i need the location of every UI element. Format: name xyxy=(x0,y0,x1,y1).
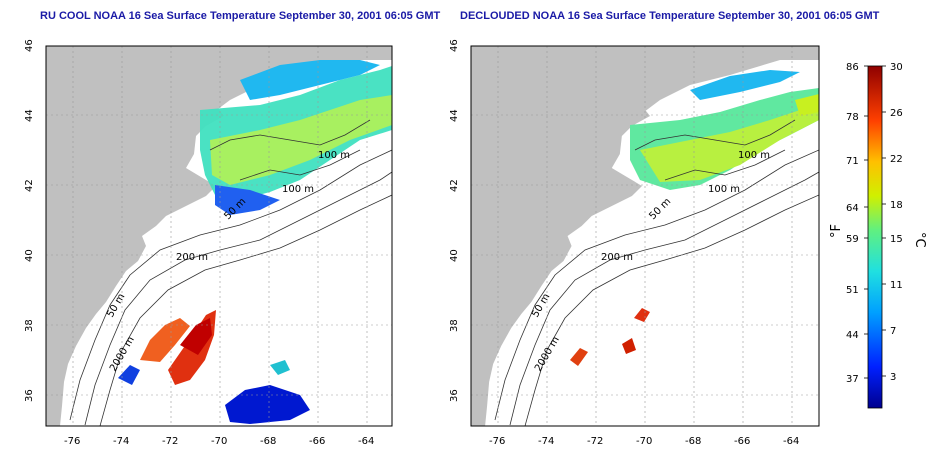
contour-label: 200 m xyxy=(601,252,633,263)
colorbar-gradient xyxy=(867,65,883,409)
lat-tick: 46 xyxy=(449,39,460,52)
lat-tick: 36 xyxy=(24,389,35,402)
celsius-tick: 30 xyxy=(890,62,903,73)
lon-tick: -68 xyxy=(685,436,701,447)
contour-label: 100 m xyxy=(282,184,314,195)
fahrenheit-tick: 44 xyxy=(846,330,859,341)
lon-tick: -70 xyxy=(636,436,652,447)
fahrenheit-tick: 51 xyxy=(846,285,859,296)
celsius-tick: 7 xyxy=(890,326,896,337)
fahrenheit-unit-label: °F xyxy=(829,224,844,238)
lat-tick: 42 xyxy=(449,179,460,192)
lon-tick: -66 xyxy=(734,436,750,447)
lon-tick: -70 xyxy=(211,436,227,447)
lat-tick: 38 xyxy=(24,319,35,332)
celsius-tick: 11 xyxy=(890,280,903,291)
lon-tick: -74 xyxy=(113,436,129,447)
lat-tick: 46 xyxy=(24,39,35,52)
fahrenheit-tick: 59 xyxy=(846,234,859,245)
contour-label: 200 m xyxy=(176,252,208,263)
celsius-tick: 3 xyxy=(890,372,896,383)
celsius-tick: 15 xyxy=(890,234,903,245)
lon-tick: -68 xyxy=(260,436,276,447)
lon-tick: -74 xyxy=(538,436,554,447)
left-lon-axis: -76 -74 -72 -70 -68 -66 -64 xyxy=(64,436,374,447)
fahrenheit-tick: 86 xyxy=(846,62,859,73)
lat-tick: 40 xyxy=(449,249,460,262)
lat-tick: 36 xyxy=(449,389,460,402)
fahrenheit-tick: 78 xyxy=(846,112,859,123)
lat-tick: 38 xyxy=(449,319,460,332)
celsius-tick: 18 xyxy=(890,200,903,211)
lat-tick: 44 xyxy=(449,109,460,122)
left-map: 50 m 100 m 100 m 200 m 50 m 2000 m -76 -… xyxy=(24,39,393,447)
fahrenheit-tick: 37 xyxy=(846,374,859,385)
lon-tick: -72 xyxy=(587,436,603,447)
right-map-title: DECLOUDED NOAA 16 Sea Surface Temperatur… xyxy=(460,10,880,22)
lon-tick: -76 xyxy=(489,436,505,447)
right-lon-axis: -76 -74 -72 -70 -68 -66 -64 xyxy=(489,436,799,447)
right-lat-axis: 46 44 42 40 38 36 xyxy=(449,39,460,402)
fahrenheit-tick: 64 xyxy=(846,203,859,214)
lon-tick: -66 xyxy=(309,436,325,447)
lon-tick: -72 xyxy=(162,436,178,447)
left-map-title: RU COOL NOAA 16 Sea Surface Temperature … xyxy=(40,10,441,22)
celsius-tick: 22 xyxy=(890,154,903,165)
right-map: 50 m 100 m 100 m 200 m 50 m 2000 m -76 -… xyxy=(449,39,820,447)
lat-tick: 42 xyxy=(24,179,35,192)
lon-tick: -64 xyxy=(783,436,799,447)
fahrenheit-tick: 71 xyxy=(846,156,859,167)
celsius-tick: 26 xyxy=(890,108,903,119)
left-lat-axis: 46 44 42 40 38 36 xyxy=(24,39,35,402)
celsius-unit-label: °C xyxy=(912,232,927,248)
contour-label: 100 m xyxy=(318,150,350,161)
lat-tick: 40 xyxy=(24,249,35,262)
contour-label: 100 m xyxy=(738,150,770,161)
lat-tick: 44 xyxy=(24,109,35,122)
lon-tick: -64 xyxy=(358,436,374,447)
colorbar: 86 78 71 64 59 51 44 37 30 26 22 18 15 1… xyxy=(829,62,927,409)
lon-tick: -76 xyxy=(64,436,80,447)
contour-label: 100 m xyxy=(708,184,740,195)
